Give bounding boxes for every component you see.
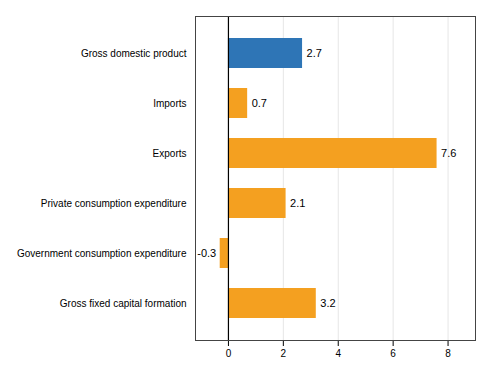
svg-text:Gross domestic product: Gross domestic product <box>81 48 187 59</box>
svg-text:Gross fixed capital formation: Gross fixed capital formation <box>60 298 187 309</box>
svg-text:Imports: Imports <box>153 98 186 109</box>
svg-text:7.6: 7.6 <box>441 147 456 159</box>
svg-text:6: 6 <box>390 348 396 359</box>
svg-text:Exports: Exports <box>153 148 187 159</box>
svg-text:0: 0 <box>226 348 232 359</box>
svg-text:0.7: 0.7 <box>252 97 267 109</box>
svg-text:2.7: 2.7 <box>307 47 322 59</box>
svg-text:2: 2 <box>281 348 287 359</box>
svg-text:3.2: 3.2 <box>320 297 335 309</box>
svg-text:Private consumption expenditur: Private consumption expenditure <box>41 198 187 209</box>
svg-text:-0.3: -0.3 <box>197 247 216 259</box>
svg-text:4: 4 <box>335 348 341 359</box>
svg-text:2.1: 2.1 <box>290 197 305 209</box>
svg-text:Government consumption expendi: Government consumption expenditure <box>17 248 187 259</box>
svg-text:8: 8 <box>445 348 451 359</box>
